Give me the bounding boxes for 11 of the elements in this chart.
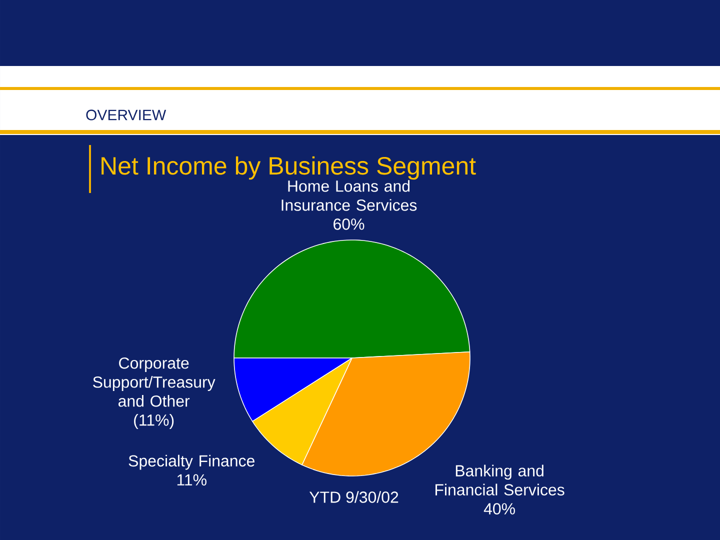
slice-label: Specialty Finance [128, 454, 254, 470]
data-label: 40% [484, 503, 515, 514]
slice-label: Corporate Support/Treasury and Other [93, 357, 216, 407]
data-label: (11%) [134, 414, 174, 429]
slice-label: Banking and Financial Services [436, 464, 564, 496]
chart-title: Net Income by Business Segment [102, 156, 476, 180]
data-label: 11% [177, 474, 206, 486]
chart-subtitle: OVERVIEW [86, 110, 166, 120]
data-label: 60% [334, 218, 364, 230]
text: YTD 9/30/02 [309, 491, 398, 503]
slice-label: Home Loans and Insurance Services [282, 180, 417, 211]
